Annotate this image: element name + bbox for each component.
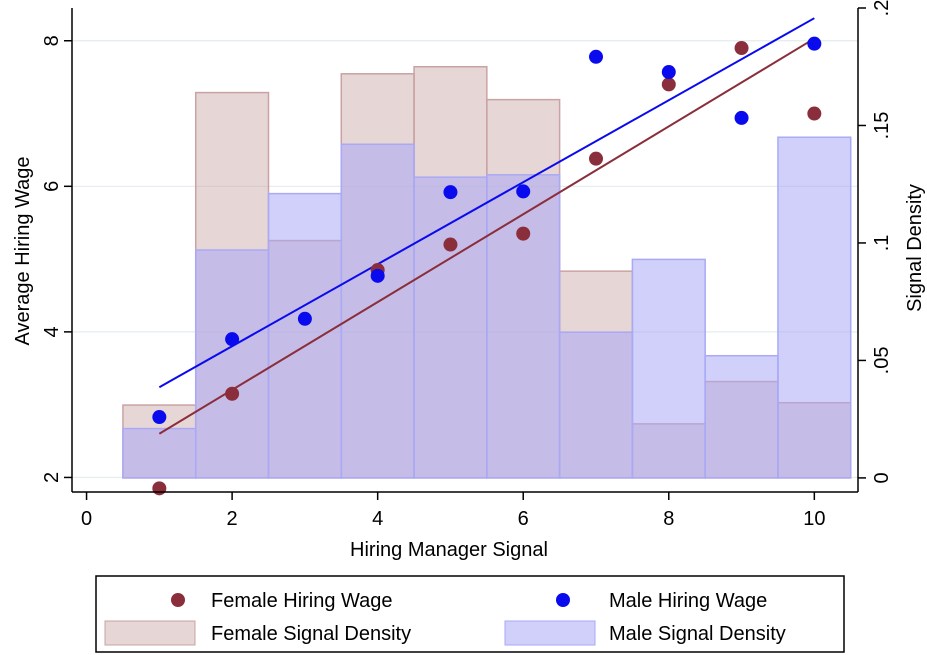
legend-male-density-label: Male Signal Density — [609, 623, 786, 645]
x-tick-label-4: 4 — [372, 508, 383, 530]
x-axis-title: Hiring Manager Signal — [350, 539, 548, 561]
legend-box — [95, 575, 845, 653]
male-density-bar-5 — [413, 176, 488, 479]
legend-female-wage-marker — [171, 593, 185, 607]
female-wage-point-7 — [589, 151, 603, 166]
female-wage-point-9 — [734, 41, 749, 56]
female-wage-point-10 — [807, 106, 822, 121]
female-wage-point-5 — [443, 237, 458, 252]
male-fit-line — [158, 17, 815, 389]
male-wage-point-7 — [589, 49, 603, 64]
y-tick-label-6: 6 — [41, 181, 63, 192]
female-wage-point-2 — [225, 386, 240, 401]
x-tick-label-10: 10 — [803, 508, 825, 530]
male-wage-point-4 — [370, 268, 385, 283]
male-wage-point-1 — [152, 410, 167, 425]
male-wage-point-5 — [443, 185, 458, 200]
y2-tick-label-0: 0 — [871, 472, 893, 483]
male-wage-point-2 — [225, 332, 240, 347]
fit-lines — [158, 17, 815, 435]
female-wage-point-8 — [661, 77, 676, 92]
legend-female-density-label: Female Signal Density — [211, 623, 411, 645]
female-fit-line — [158, 37, 815, 435]
y-axis-title: Average Hiring Wage — [12, 157, 34, 346]
x-tick-label-2: 2 — [227, 508, 238, 530]
male-density-bar-3 — [267, 192, 343, 479]
female-wage-point-6 — [516, 226, 531, 241]
male-density-bar-9 — [704, 354, 779, 479]
male-density-bar-7 — [558, 331, 634, 479]
legend-female-wage-label: Female Hiring Wage — [211, 590, 393, 612]
male-density-bar-2 — [194, 249, 270, 479]
y-tick-label-8: 8 — [41, 35, 63, 46]
y2-tick-label-3: .15 — [871, 112, 893, 140]
x-tick-label-6: 6 — [518, 508, 529, 530]
male-density-bar-6 — [486, 174, 561, 479]
male-wage-point-8 — [661, 65, 676, 80]
male-wage-point-10 — [807, 36, 822, 51]
male-density-bar-10 — [777, 136, 852, 479]
density-bars — [122, 65, 852, 479]
y-tick-label-2: 2 — [41, 472, 63, 483]
female-wage-point-1 — [152, 481, 167, 496]
legend-male-wage-marker — [556, 593, 570, 607]
y2-tick-label-4: .2 — [871, 0, 893, 16]
y2-tick-label-1: .05 — [871, 347, 893, 375]
male-wage-point-9 — [734, 110, 749, 125]
male-wage-point-6 — [516, 184, 531, 199]
wage-points — [152, 36, 822, 496]
y2-tick-label-2: .1 — [871, 235, 893, 252]
male-density-bar-1 — [122, 427, 197, 479]
male-density-bar-4 — [340, 143, 415, 479]
legend: Female Hiring Wage Male Hiring Wage Fema… — [95, 575, 845, 653]
legend-male-density-swatch — [504, 620, 596, 646]
axes: 0 2 4 6 8 10 2 4 6 8 0 .05 .1 .15 .2 — [41, 0, 893, 530]
x-tick-label-8: 8 — [663, 508, 674, 530]
y2-axis-title: Signal Density — [904, 184, 926, 312]
male-wage-point-3 — [297, 311, 312, 326]
legend-male-wage-label: Male Hiring Wage — [609, 590, 767, 612]
legend-female-density-swatch — [104, 620, 196, 646]
x-tick-label-0: 0 — [81, 508, 92, 530]
y-tick-label-4: 4 — [41, 326, 63, 337]
male-density-bar-8 — [631, 258, 706, 479]
